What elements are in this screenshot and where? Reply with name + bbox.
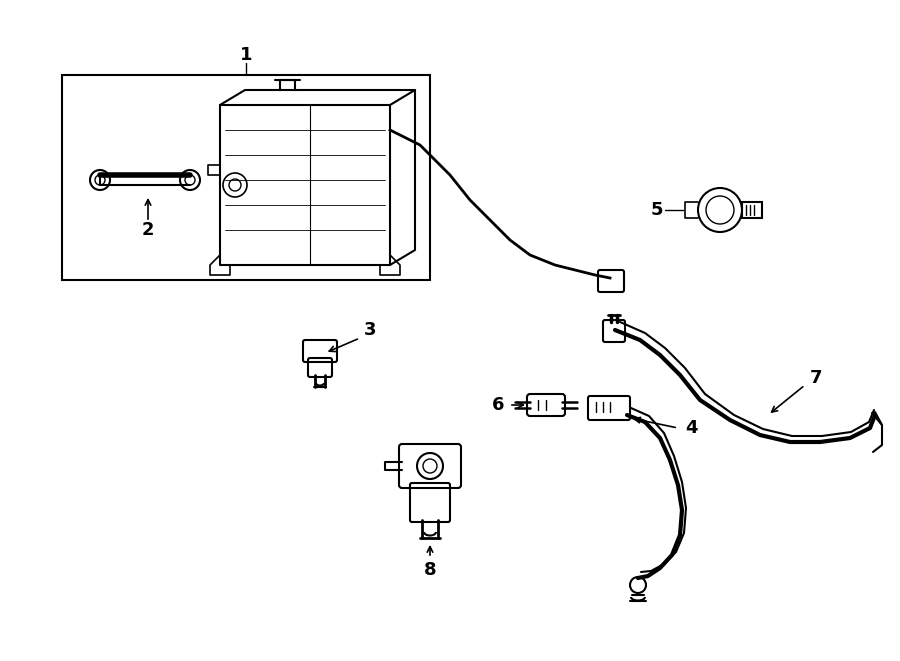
Text: 2: 2 — [142, 221, 154, 239]
Text: 8: 8 — [424, 561, 436, 579]
Bar — [62, 75, 430, 280]
Text: 7: 7 — [810, 369, 823, 387]
Text: 5: 5 — [651, 201, 663, 219]
Text: 6: 6 — [491, 396, 504, 414]
Text: 3: 3 — [364, 321, 376, 339]
Text: 4: 4 — [685, 419, 698, 437]
Text: 1: 1 — [239, 46, 252, 64]
Bar — [742, 202, 762, 218]
